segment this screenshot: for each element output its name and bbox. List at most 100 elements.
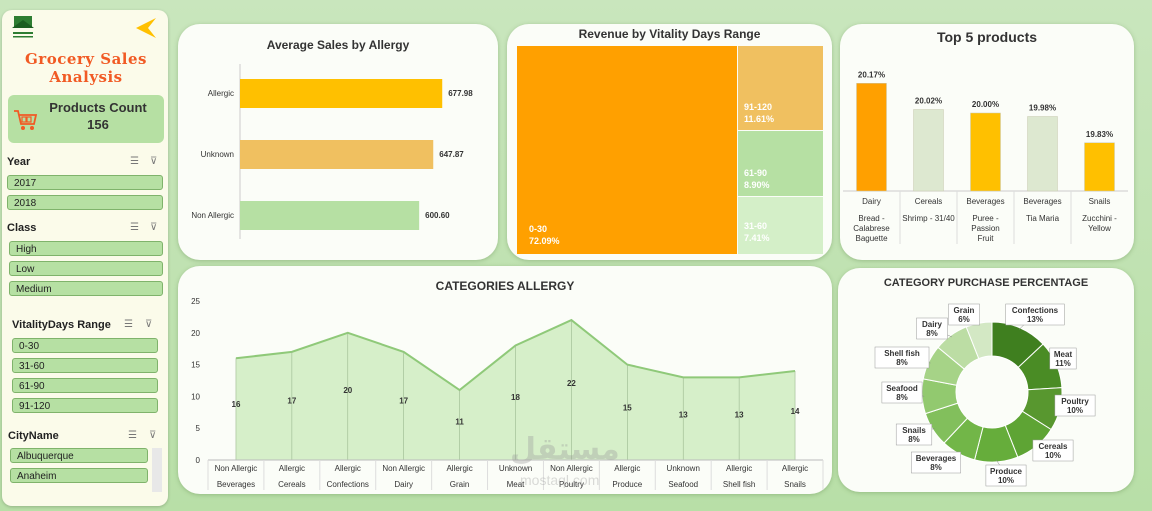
x-category-label: Seafood xyxy=(668,480,698,489)
top5-category-label: Beverages xyxy=(966,197,1004,206)
clear-filter-icon[interactable]: ⊽ xyxy=(145,319,153,330)
slicer-item-low[interactable]: Low xyxy=(9,261,163,276)
slice-pct-label: 10% xyxy=(1067,406,1083,415)
slice-name-label: Grain xyxy=(954,306,975,315)
sidebar: Grocery Sales Analysis Products Count 15… xyxy=(2,10,168,506)
top5-category-label: Beverages xyxy=(1023,197,1061,206)
x-allergy-label: Non Allergic xyxy=(215,464,258,473)
back-arrow-icon[interactable] xyxy=(132,16,160,40)
area-line xyxy=(235,318,796,392)
x-category-label: Produce xyxy=(612,480,642,489)
slicer-item-91-120[interactable]: 91-120 xyxy=(12,398,158,413)
slice-name-label: Snails xyxy=(902,426,926,435)
slicer-item-61-90[interactable]: 61-90 xyxy=(12,378,158,393)
categories-allergy-chart: CATEGORIES ALLERGY 0 5 10 15 20 25 16 17 20 17 11 18… xyxy=(191,279,824,490)
watermark-latin: mostaql.com xyxy=(520,472,600,488)
x-category-label: Snails xyxy=(784,480,806,489)
y-tick-label: 10 xyxy=(191,392,200,401)
slicer-item-0-30[interactable]: 0-30 xyxy=(12,338,158,353)
treemap-label: 31-60 xyxy=(744,221,768,231)
slicer-city-header: CityName xyxy=(8,430,59,442)
avg-sales-title: Average Sales by Allergy xyxy=(266,38,410,52)
treemap-pct: 7.41% xyxy=(744,233,770,243)
top5-bar xyxy=(856,83,887,192)
y-tick-label: 15 xyxy=(191,361,200,370)
slice-name-label: Confections xyxy=(1012,306,1059,315)
clear-filter-icon[interactable]: ⊽ xyxy=(150,222,158,233)
bar-category-label: Non Allergic xyxy=(191,211,234,220)
slicer-item-medium[interactable]: Medium xyxy=(9,281,163,296)
data-label: 22 xyxy=(567,379,576,388)
category-purchase-chart: CATEGORY PURCHASE PERCENTAGEConfections1… xyxy=(874,277,1096,487)
x-category-label: Poultry xyxy=(559,480,584,489)
multi-select-icon[interactable]: ☰ xyxy=(130,222,139,233)
slicer-item-2017[interactable]: 2017 xyxy=(7,175,163,190)
data-label: 15 xyxy=(623,404,632,413)
treemap-cell-61-90[interactable]: 61-90 8.90% xyxy=(738,131,823,196)
x-allergy-label: Non Allergic xyxy=(382,464,425,473)
top5-bar xyxy=(970,112,1001,192)
bar-value-label: 600.60 xyxy=(425,211,450,220)
top5-value-label: 19.98% xyxy=(1029,104,1056,113)
top5-category-label: Snails xyxy=(1089,197,1111,206)
x-category-label: Beverages xyxy=(217,480,255,489)
slicer-item-high[interactable]: High xyxy=(9,241,163,256)
top5-product-label: Bread - xyxy=(858,214,885,223)
slice-label-box xyxy=(874,346,930,369)
treemap-title: Revenue by Vitality Days Range xyxy=(578,27,761,41)
slicer-item-31-60[interactable]: 31-60 xyxy=(12,358,158,373)
slice-label-box xyxy=(895,423,933,446)
clear-filter-icon[interactable]: ⊽ xyxy=(150,156,158,167)
multi-select-icon[interactable]: ☰ xyxy=(128,430,137,441)
data-label: 18 xyxy=(511,393,520,402)
treemap-cell-91-120[interactable]: 91-120 11.61% xyxy=(738,46,823,130)
top5-product-label: Fruit xyxy=(978,234,995,243)
slice-name-label: Shell fish xyxy=(884,349,920,358)
top5-panel: Top 5 products 20.17% Dairy Bread - Calabre… xyxy=(840,24,1134,260)
y-tick-label: 0 xyxy=(196,456,201,465)
watermark-arabic: مستقل xyxy=(510,432,620,467)
slice-name-label: Poultry xyxy=(1061,397,1089,406)
slice-label-box xyxy=(1049,347,1077,370)
slice-label-box xyxy=(1054,394,1096,417)
slicer-item-albuquerque[interactable]: Albuquerque xyxy=(10,448,148,463)
x-allergy-label: Unknown xyxy=(499,464,532,473)
bar-category-label: Unknown xyxy=(201,150,234,159)
clear-filter-icon[interactable]: ⊽ xyxy=(149,430,157,441)
slice-label-box xyxy=(948,303,980,326)
top5-product-label: Puree - xyxy=(972,214,999,223)
multi-select-icon[interactable]: ☰ xyxy=(130,156,139,167)
x-allergy-label: Allergic xyxy=(614,464,640,473)
slice-name-label: Cereals xyxy=(1039,442,1068,451)
x-allergy-label: Unknown xyxy=(667,464,700,473)
slice-name-label: Beverages xyxy=(916,454,957,463)
slice-label-box xyxy=(916,317,948,340)
city-slicer-scrollbar[interactable] xyxy=(152,448,162,492)
slice-label-box xyxy=(985,464,1027,487)
products-count-value: 156 xyxy=(87,117,109,132)
multi-select-icon[interactable]: ☰ xyxy=(124,319,133,330)
top5-bar xyxy=(1084,142,1115,192)
logo xyxy=(10,14,36,42)
x-category-label: Shell fish xyxy=(723,480,755,489)
treemap-cell-31-60[interactable]: 31-60 7.41% xyxy=(738,197,823,254)
slice-pct-label: 6% xyxy=(958,315,970,324)
x-allergy-label: Allergic xyxy=(446,464,472,473)
data-label: 17 xyxy=(287,397,296,406)
cart-icon xyxy=(12,107,38,133)
top5-value-label: 20.00% xyxy=(972,100,999,109)
watermark: مستقل mostaql.com xyxy=(480,432,660,492)
y-tick-label: 25 xyxy=(191,297,200,306)
slice-pct-label: 8% xyxy=(930,463,942,472)
x-category-label: Dairy xyxy=(394,480,413,489)
products-count-card: Products Count 156 xyxy=(8,95,164,143)
categories-allergy-title: CATEGORIES ALLERGY xyxy=(436,279,575,293)
slicer-item-anaheim[interactable]: Anaheim xyxy=(10,468,148,483)
treemap-cell-0-30[interactable]: 0-30 72.09% xyxy=(517,46,737,254)
x-category-label: Cereals xyxy=(278,480,306,489)
x-allergy-label: Allergic xyxy=(279,464,305,473)
top5-value-label: 19.83% xyxy=(1086,130,1113,139)
bar-value-label: 647.87 xyxy=(439,150,464,159)
slicer-item-2018[interactable]: 2018 xyxy=(7,195,163,210)
